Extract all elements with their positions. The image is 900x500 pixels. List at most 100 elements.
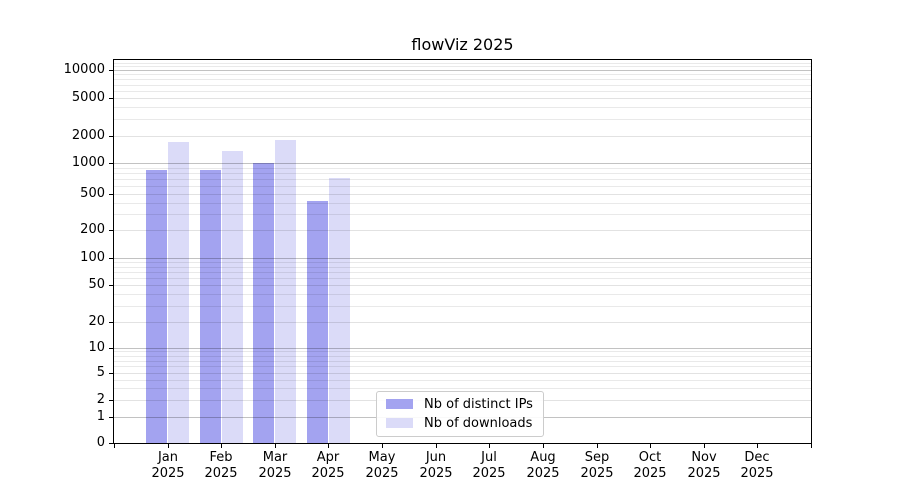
gridline-100 — [114, 258, 811, 259]
gridline-3000 — [114, 119, 811, 120]
gridline-11000 — [114, 66, 811, 67]
gridline-6000 — [114, 91, 811, 92]
x-axis-tick-label-oct: Oct 2025 — [633, 450, 667, 481]
x-axis-tick-label-jun: Jun 2025 — [419, 450, 453, 481]
y-tick-200 — [109, 230, 113, 231]
y-axis-tick-label: 5 — [96, 365, 105, 380]
gridline-10 — [114, 348, 811, 349]
gridline-60 — [114, 278, 811, 279]
x-axis-tick-label-sep: Sep 2025 — [580, 450, 614, 481]
x-axis-tick-label-aug: Aug 2025 — [526, 450, 560, 481]
y-tick-50 — [109, 285, 113, 286]
gridline-90 — [114, 262, 811, 263]
gridline-3 — [114, 388, 811, 389]
y-tick-5 — [109, 373, 113, 374]
bar-downloads-apr — [329, 178, 350, 443]
y-axis-tick-label: 500 — [80, 186, 105, 201]
y-tick-1000 — [109, 163, 113, 164]
legend-label-distinct-ips: Nb of distinct IPs — [424, 396, 533, 412]
y-tick-10 — [109, 348, 113, 349]
bar-downloads-jan — [168, 142, 189, 443]
y-axis-tick-label: 10000 — [63, 62, 105, 77]
x-axis-tick-label-mar: Mar 2025 — [258, 450, 292, 481]
gridline-8000 — [114, 79, 811, 80]
y-tick-2000 — [109, 136, 113, 137]
x-tick-5 — [436, 444, 437, 448]
gridline-6 — [114, 366, 811, 367]
plot-area — [113, 59, 812, 444]
bar-distinct-ips-feb — [200, 170, 221, 443]
y-axis-tick-label: 5000 — [71, 90, 105, 105]
y-tick-10000 — [109, 70, 113, 71]
y-axis-tick-label: 2 — [96, 392, 105, 407]
gridline-600 — [114, 186, 811, 187]
y-axis-tick-label: 100 — [80, 250, 105, 265]
x-tick-1 — [221, 444, 222, 448]
bars-layer — [114, 60, 811, 443]
gridline-9 — [114, 351, 811, 352]
x-tick-10 — [704, 444, 705, 448]
gridline-9000 — [114, 74, 811, 75]
legend: Nb of distinct IPs Nb of downloads — [376, 391, 544, 437]
gridline-8 — [114, 356, 811, 357]
y-axis-tick-label: 10 — [88, 340, 105, 355]
x-tick-2 — [275, 444, 276, 448]
x-tick-3 — [328, 444, 329, 448]
gridline-7 — [114, 361, 811, 362]
x-axis-tick-label-apr: Apr 2025 — [311, 450, 345, 481]
bar-distinct-ips-jan — [146, 170, 167, 443]
gridline-4 — [114, 380, 811, 381]
gridline-40 — [114, 294, 811, 295]
gridline-5 — [114, 373, 811, 374]
y-tick-500 — [109, 194, 113, 195]
gridline-7000 — [114, 85, 811, 86]
y-tick-2 — [109, 400, 113, 401]
gridline-1000 — [114, 163, 811, 164]
y-axis-tick-label: 20 — [88, 314, 105, 329]
gridline-30 — [114, 306, 811, 307]
y-axis-tick-label: 1 — [96, 409, 105, 424]
x-tick-12 — [811, 444, 812, 448]
x-axis-tick-label-dec: Dec 2025 — [740, 450, 774, 481]
x-tick-7 — [543, 444, 544, 448]
gridline-700 — [114, 179, 811, 180]
y-axis-tick-label: 200 — [80, 222, 105, 237]
y-axis-tick-label: 0 — [96, 435, 105, 450]
gridline-300 — [114, 214, 811, 215]
bar-distinct-ips-apr — [307, 201, 328, 443]
gridline-70 — [114, 272, 811, 273]
x-tick--1 — [114, 444, 115, 448]
gridline-4000 — [114, 107, 811, 108]
x-tick-4 — [382, 444, 383, 448]
x-axis-tick-label-jul: Jul 2025 — [472, 450, 506, 481]
legend-item-downloads: Nb of downloads — [386, 416, 533, 431]
x-tick-8 — [597, 444, 598, 448]
gridline-5000 — [114, 98, 811, 99]
y-tick-0 — [109, 443, 113, 444]
x-tick-6 — [489, 444, 490, 448]
gridline-50 — [114, 285, 811, 286]
gridline-2000 — [114, 136, 811, 137]
legend-label-downloads: Nb of downloads — [424, 415, 533, 431]
y-axis-tick-label: 50 — [88, 277, 105, 292]
bar-downloads-mar — [275, 140, 296, 443]
y-tick-20 — [109, 322, 113, 323]
gridline-20 — [114, 322, 811, 323]
gridline-80 — [114, 267, 811, 268]
legend-swatch-downloads — [386, 418, 413, 428]
y-axis-tick-label: 2000 — [71, 128, 105, 143]
y-axis-tick-label: 1000 — [71, 155, 105, 170]
gridline-10000 — [114, 70, 811, 71]
x-axis-tick-label-nov: Nov 2025 — [687, 450, 721, 481]
x-axis-tick-label-jan: Jan 2025 — [151, 450, 185, 481]
gridline-400 — [114, 203, 811, 204]
legend-item-distinct-ips: Nb of distinct IPs — [386, 397, 533, 412]
chart-title: flowViz 2025 — [411, 35, 514, 54]
x-tick-0 — [168, 444, 169, 448]
bar-distinct-ips-mar — [253, 163, 274, 443]
grid-layer — [114, 60, 811, 443]
x-axis-tick-label-feb: Feb 2025 — [204, 450, 238, 481]
bar-downloads-feb — [222, 151, 243, 443]
gridline-200 — [114, 230, 811, 231]
y-tick-5000 — [109, 98, 113, 99]
